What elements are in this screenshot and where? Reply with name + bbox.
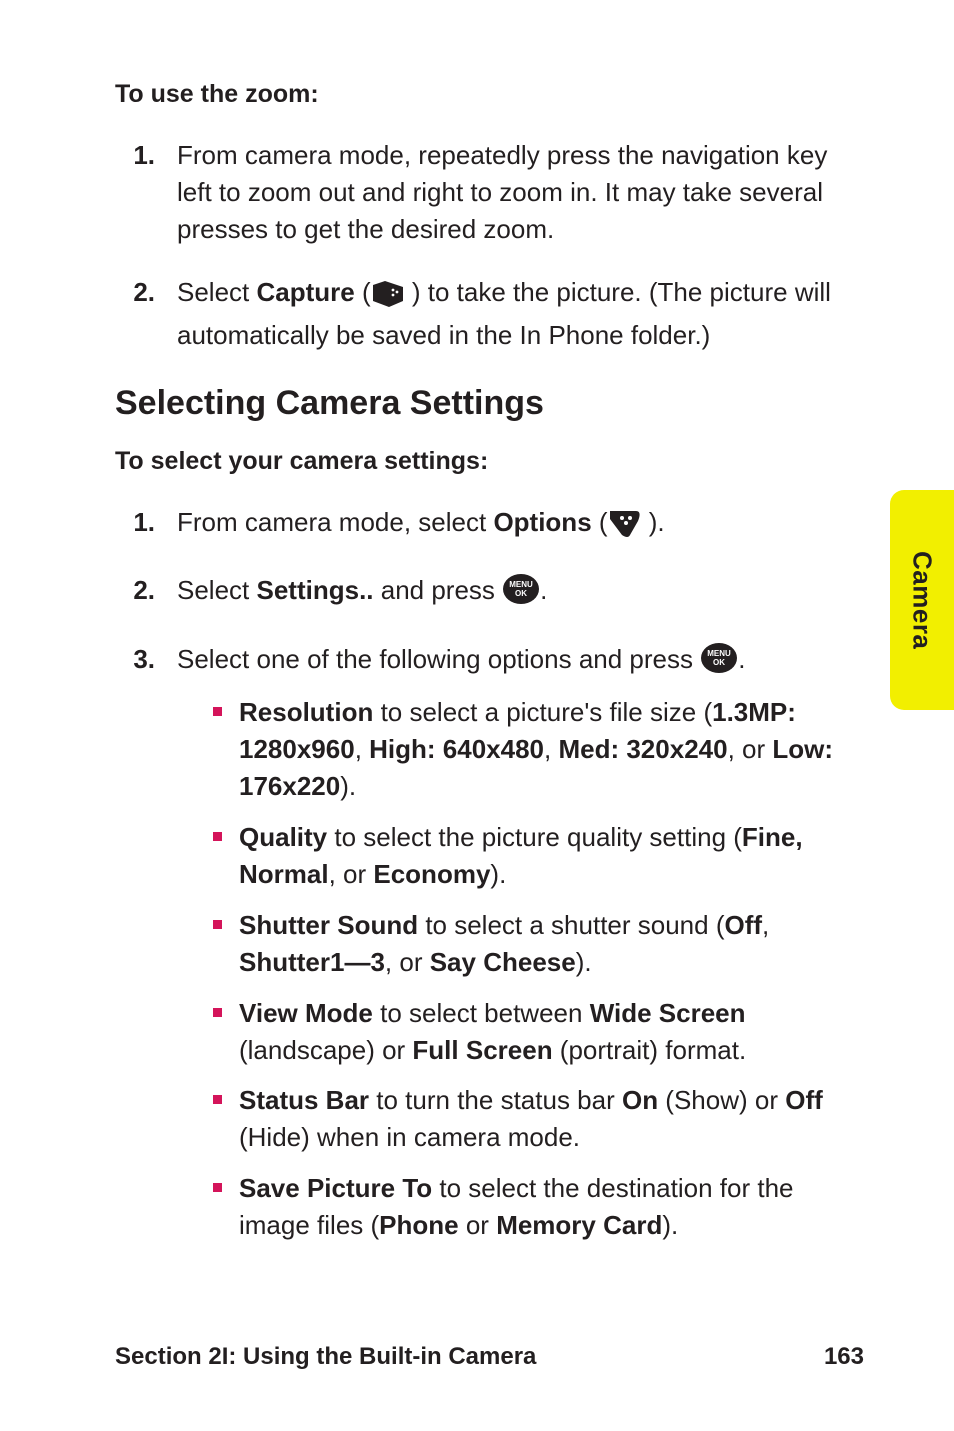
- side-tab-camera: Camera: [890, 490, 954, 710]
- svg-text:OK: OK: [515, 589, 527, 598]
- item-number: 1.: [129, 504, 155, 541]
- sublist-item: Save Picture To to select the destinatio…: [213, 1170, 864, 1244]
- menu-ok-icon: MENUOK: [502, 573, 540, 615]
- side-tab-label: Camera: [907, 551, 938, 649]
- svg-text:OK: OK: [713, 658, 725, 667]
- footer-section: Section 2I: Using the Built-in Camera: [115, 1343, 536, 1371]
- list-item: 2. Select Settings.. and press MENUOK.: [129, 572, 864, 615]
- zoom-heading: To use the zoom:: [115, 80, 864, 109]
- camera-key-icon: [371, 280, 405, 317]
- item-number: 3.: [129, 641, 155, 678]
- sublist-item: Resolution to select a picture's file si…: [213, 694, 864, 805]
- sublist-item: Shutter Sound to select a shutter sound …: [213, 907, 864, 981]
- sublist-item: Quality to select the picture quality se…: [213, 819, 864, 893]
- zoom-list: 1. From camera mode, repeatedly press th…: [129, 137, 864, 354]
- footer-page-number: 163: [824, 1343, 864, 1371]
- item-body: Select one of the following options and …: [177, 641, 864, 1258]
- list-item: 1. From camera mode, repeatedly press th…: [129, 137, 864, 248]
- list-item: 3. Select one of the following options a…: [129, 641, 864, 1258]
- svg-text:MENU: MENU: [707, 649, 731, 658]
- sublist-item: Status Bar to turn the status bar On (Sh…: [213, 1082, 864, 1156]
- item-body: From camera mode, repeatedly press the n…: [177, 137, 864, 248]
- page: Camera To use the zoom: 1. From camera m…: [0, 0, 954, 1431]
- section-heading: Selecting Camera Settings: [115, 384, 864, 423]
- page-footer: Section 2I: Using the Built-in Camera 16…: [115, 1343, 864, 1371]
- item-body: From camera mode, select Options ( ).: [177, 504, 864, 547]
- options-softkey-icon: [608, 509, 642, 547]
- list-item: 2. Select Capture ( ) to take the pictur…: [129, 274, 864, 354]
- item-number: 1.: [129, 137, 155, 174]
- sublist-item: View Mode to select between Wide Screen …: [213, 995, 864, 1069]
- settings-subhead: To select your camera settings:: [115, 447, 864, 476]
- item-number: 2.: [129, 274, 155, 311]
- settings-list: 1. From camera mode, select Options ( ).…: [129, 504, 864, 1259]
- svg-text:MENU: MENU: [509, 580, 533, 589]
- item-body: Select Capture ( ) to take the picture. …: [177, 274, 864, 354]
- settings-sublist: Resolution to select a picture's file si…: [213, 694, 864, 1244]
- item-body: Select Settings.. and press MENUOK.: [177, 572, 864, 615]
- menu-ok-icon: MENUOK: [700, 642, 738, 684]
- item-number: 2.: [129, 572, 155, 609]
- list-item: 1. From camera mode, select Options ( ).: [129, 504, 864, 547]
